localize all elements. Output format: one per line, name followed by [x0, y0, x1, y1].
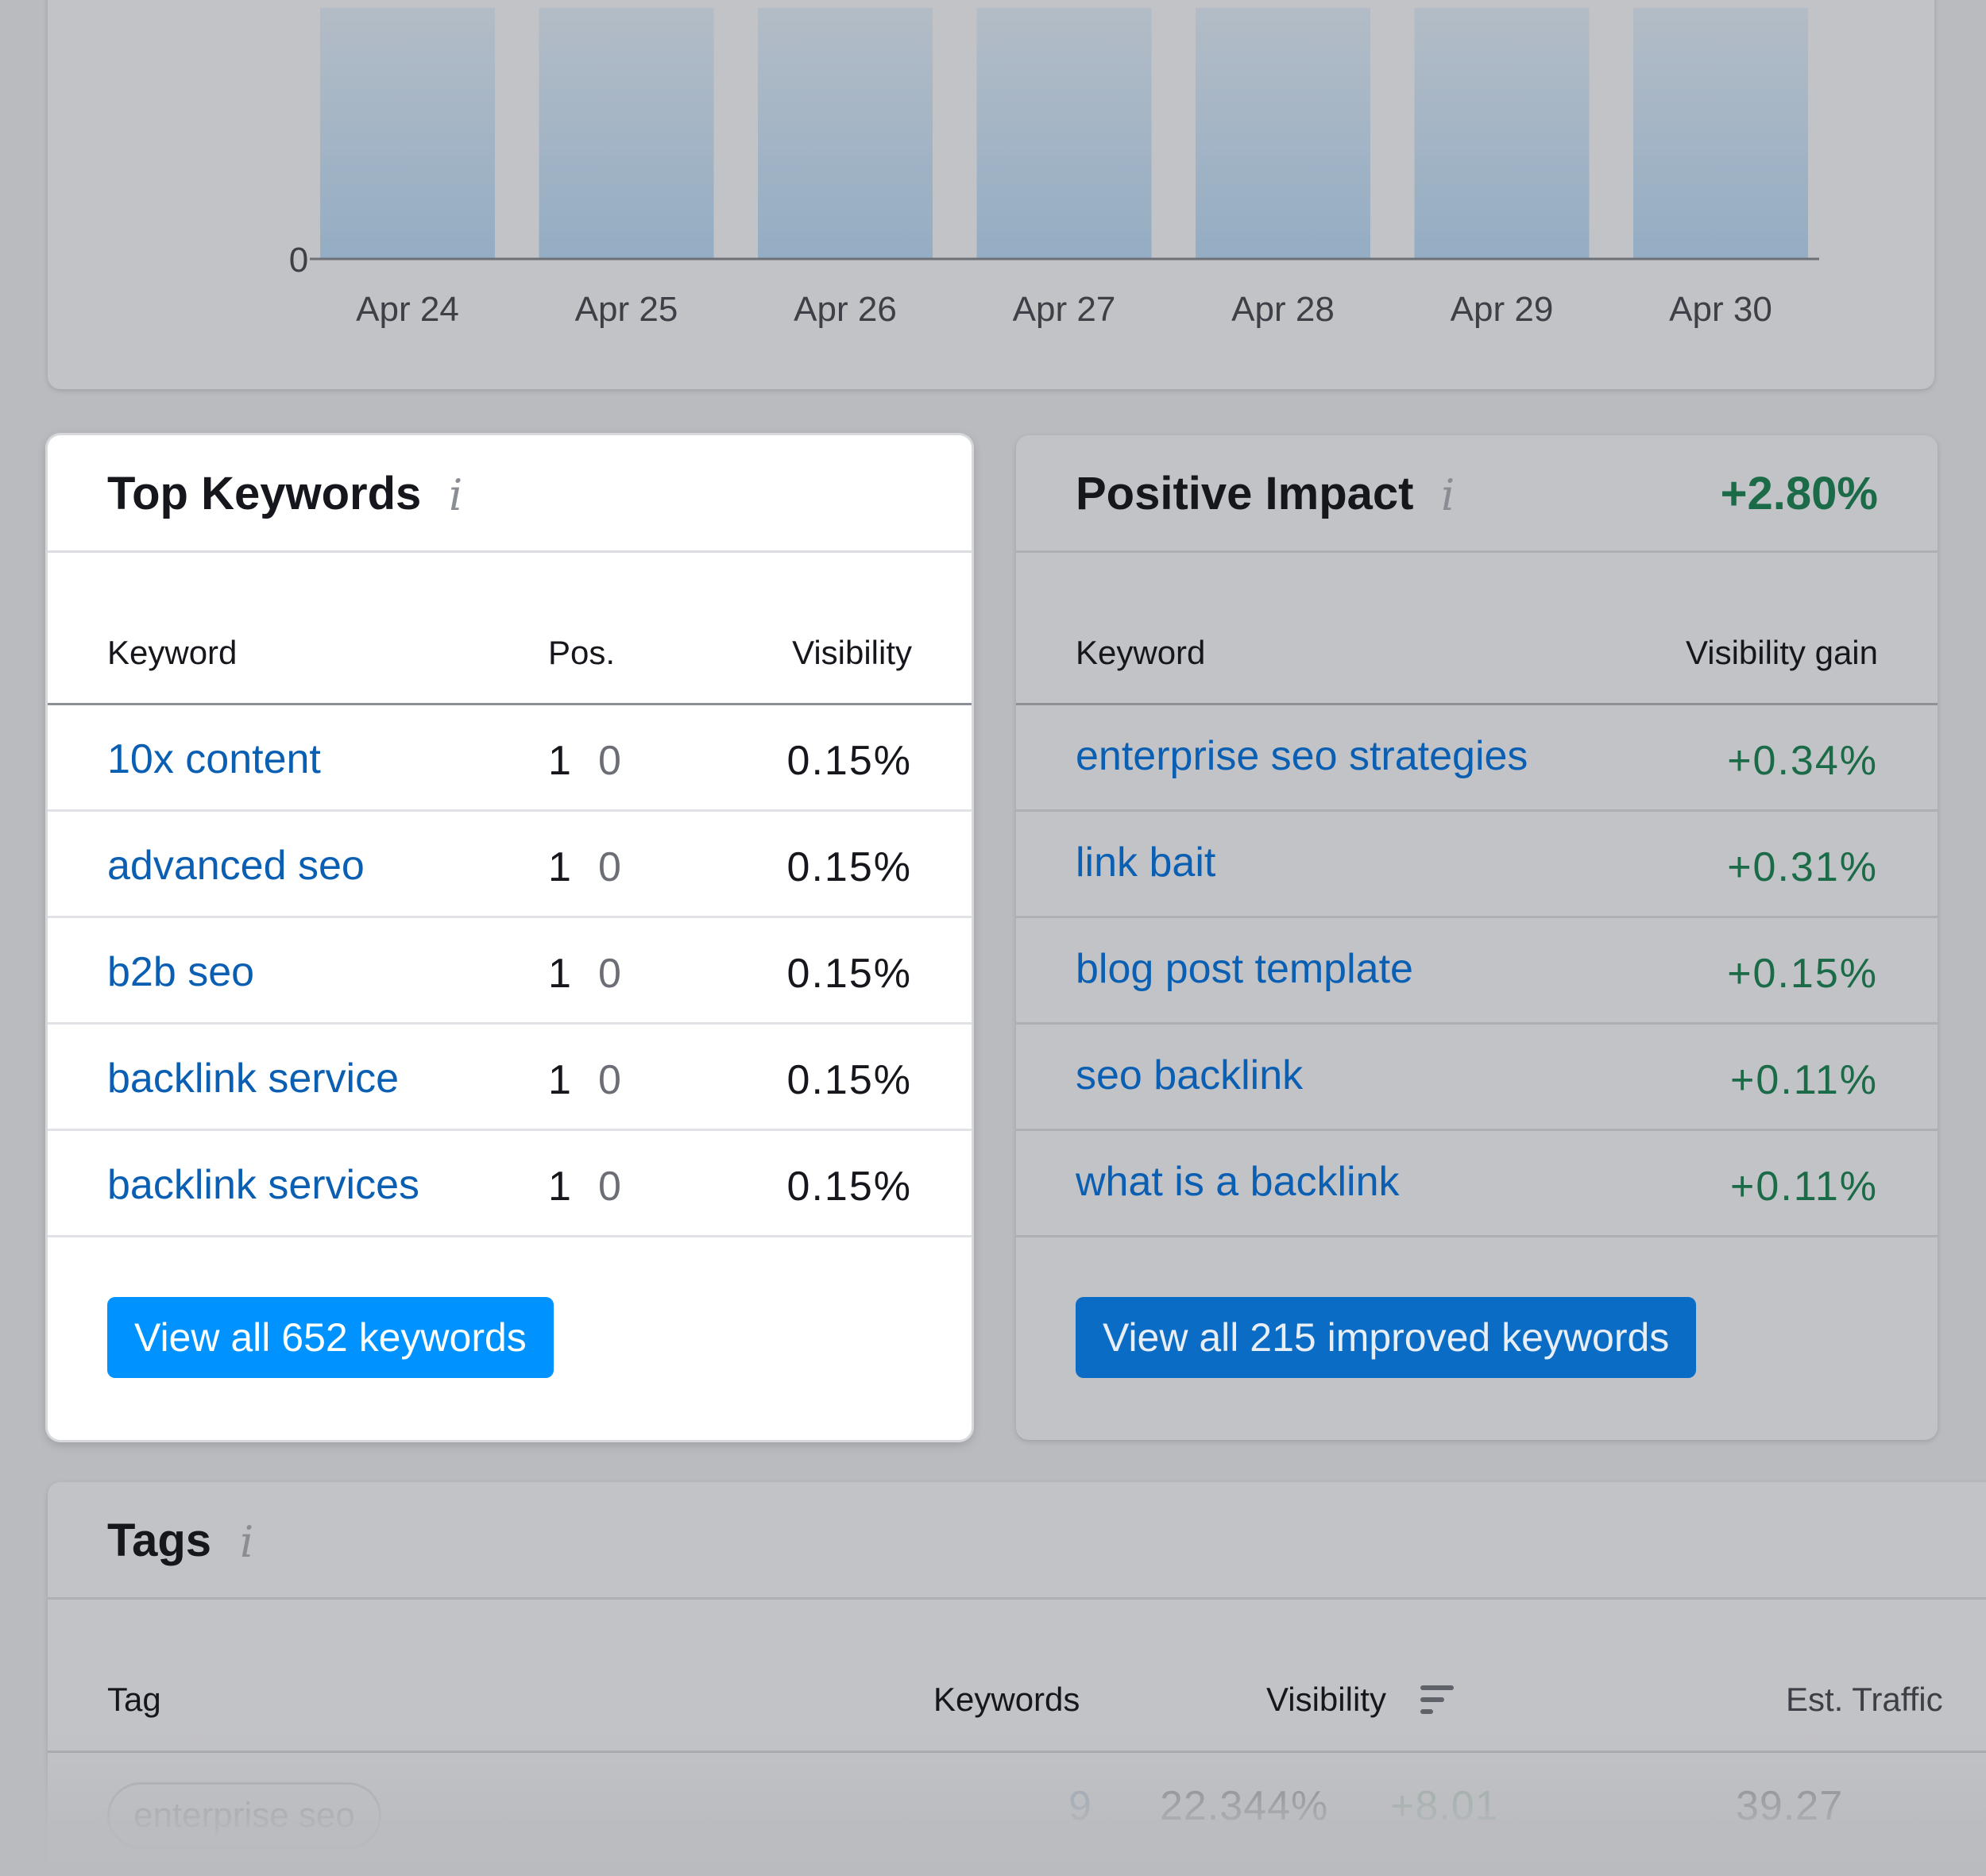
keyword-link[interactable]: enterprise seo strategies [1076, 733, 1528, 779]
position-change: 0 [598, 951, 621, 997]
keyword-link[interactable]: backlink service [107, 1056, 400, 1102]
x-tick-label: Apr 24 [356, 290, 459, 329]
visibility-value: 0.15% [786, 1164, 912, 1210]
tags-header: Tags i [48, 1482, 1986, 1600]
tag-visibility-change: +8.01 [1390, 1783, 1499, 1829]
visibility-gain-value: +0.34% [1727, 738, 1878, 784]
visibility-chart-card: Apr 24 Apr 25 Apr 26 Apr 27 Apr 28 Apr 29 Apr … [48, 0, 1934, 389]
visibility-bar-chart: Apr 24 Apr 25 Apr 26 Apr 27 Apr 28 Apr 29 Apr … [289, 8, 1819, 329]
keyword-link[interactable]: backlink services [107, 1162, 420, 1208]
tags-title: Tags [107, 1515, 212, 1566]
sort-icon[interactable] [1420, 1684, 1457, 1716]
position-value: 1 [548, 738, 571, 784]
view-all-keywords-button[interactable]: View all 652 keywords [107, 1297, 554, 1378]
keyword-link[interactable]: advanced seo [107, 843, 365, 889]
visibility-value: 0.15% [786, 951, 912, 997]
keyword-link[interactable]: seo backlink [1076, 1052, 1304, 1098]
table-row: what is a backlink +0.11% [1016, 1131, 1938, 1237]
visibility-gain-value: +0.15% [1727, 951, 1878, 997]
keyword-link[interactable]: 10x content [107, 736, 321, 782]
column-header-visibility[interactable]: Visibility [792, 634, 912, 671]
position-change: 0 [598, 844, 621, 890]
y-tick-label: 0 [289, 241, 308, 280]
tag-est-traffic: 39.27 [1736, 1783, 1844, 1829]
x-tick-label: Apr 29 [1451, 290, 1554, 329]
positive-impact-card: Positive Impact i +2.80% Keyword Visibil… [1016, 435, 1938, 1440]
position-change: 0 [598, 738, 621, 784]
top-keywords-card: Top Keywords i Keyword Pos. Visibility 1… [48, 435, 972, 1440]
table-row: link bait +0.31% [1016, 812, 1938, 918]
position-change: 0 [598, 1164, 621, 1210]
table-row: backlink service 1 0 0.15% [48, 1025, 972, 1131]
column-header-keyword[interactable]: Keyword [1076, 634, 1206, 671]
tags-card: Tags i Tag Keywords Visibility Est. Traf… [48, 1482, 1986, 1876]
table-row: blog post template +0.15% [1016, 918, 1938, 1025]
column-header-keyword[interactable]: Keyword [107, 634, 238, 671]
position-value: 1 [548, 844, 571, 890]
table-header-divider [48, 1751, 1986, 1753]
chart-bar[interactable] [320, 8, 495, 259]
keyword-link[interactable]: blog post template [1076, 946, 1413, 992]
visibility-value: 0.15% [786, 1057, 912, 1103]
position-value: 1 [548, 951, 571, 997]
table-row: enterprise seo strategies +0.34% [1016, 705, 1938, 812]
positive-impact-title: Positive Impact [1076, 468, 1414, 519]
positive-impact-header: Positive Impact i +2.80% [1016, 435, 1938, 553]
chart-bar[interactable] [1196, 8, 1370, 259]
position-value: 1 [548, 1057, 571, 1103]
table-row: backlink services 1 0 0.15% [48, 1131, 972, 1237]
info-icon[interactable]: i [240, 1517, 254, 1567]
column-header-keywords[interactable]: Keywords [933, 1681, 1080, 1718]
chart-bar[interactable] [1414, 8, 1590, 259]
tag-keywords-count: 9 [1068, 1783, 1092, 1829]
table-row: advanced seo 1 0 0.15% [48, 812, 972, 918]
chart-bar[interactable] [1633, 8, 1808, 259]
visibility-gain-value: +0.11% [1730, 1164, 1878, 1210]
keyword-link[interactable]: b2b seo [107, 949, 255, 995]
position-value: 1 [548, 1164, 571, 1210]
tag-visibility-value: 22.344% [1160, 1783, 1329, 1829]
visibility-gain-value: +0.31% [1727, 844, 1878, 890]
x-tick-label: Apr 30 [1669, 290, 1772, 329]
x-tick-label: Apr 28 [1231, 290, 1335, 329]
total-visibility-change: +2.80% [1720, 468, 1878, 519]
table-header-divider [1016, 703, 1938, 705]
tag-pill[interactable]: enterprise seo [107, 1782, 381, 1849]
table-row: 10x content 1 0 0.15% [48, 705, 972, 812]
x-tick-label: Apr 27 [1013, 290, 1116, 329]
info-icon[interactable]: i [449, 470, 463, 520]
table-header-divider [48, 703, 972, 705]
column-header-est-traffic[interactable]: Est. Traffic [1786, 1681, 1943, 1718]
column-header-visibility[interactable]: Visibility [1266, 1681, 1386, 1718]
chart-bar[interactable] [758, 8, 933, 259]
visibility-value: 0.15% [786, 844, 912, 890]
column-header-pos[interactable]: Pos. [548, 634, 616, 671]
x-tick-label: Apr 26 [794, 290, 897, 329]
column-header-visibility-gain[interactable]: Visibility gain [1685, 634, 1878, 671]
table-row: b2b seo 1 0 0.15% [48, 918, 972, 1025]
top-keywords-header: Top Keywords i [48, 435, 972, 553]
x-tick-label: Apr 25 [575, 290, 678, 329]
column-header-tag[interactable]: Tag [107, 1681, 161, 1718]
position-change: 0 [598, 1057, 621, 1103]
info-icon[interactable]: i [1441, 470, 1455, 520]
visibility-gain-value: +0.11% [1730, 1057, 1878, 1103]
view-all-improved-keywords-button[interactable]: View all 215 improved keywords [1076, 1297, 1697, 1378]
keyword-link[interactable]: what is a backlink [1076, 1159, 1400, 1205]
visibility-value: 0.15% [786, 738, 912, 784]
chart-bar[interactable] [539, 8, 714, 259]
chart-bar[interactable] [976, 8, 1152, 259]
top-keywords-title: Top Keywords [107, 468, 422, 519]
keyword-link[interactable]: link bait [1076, 840, 1216, 886]
table-row: seo backlink +0.11% [1016, 1025, 1938, 1131]
